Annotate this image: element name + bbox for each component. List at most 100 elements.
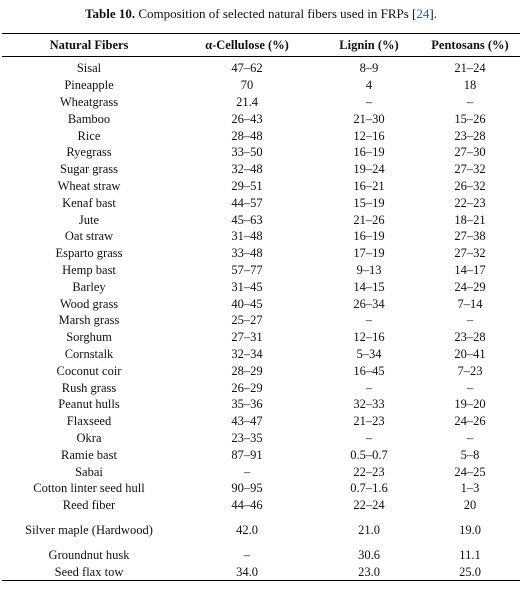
- pentosans-cell: 19.0: [459, 523, 481, 538]
- alpha-cellulose-cell: 31–48: [231, 229, 263, 244]
- pentosans-cell: 22–23: [454, 195, 486, 210]
- caption-text: Composition of selected natural fibers u…: [138, 6, 409, 21]
- fiber-name-cell: Peanut hulls: [58, 397, 120, 412]
- composition-table: Natural Fibers α-Cellulose (%) Lignin (%…: [2, 33, 520, 581]
- header-lignin: Lignin (%): [339, 37, 399, 52]
- fiber-name-cell: Kenaf bast: [62, 195, 116, 210]
- lignin-cell: 16–45: [353, 363, 385, 378]
- fiber-name-cell: Sorghum: [66, 330, 112, 345]
- pentosans-cell: 20–41: [454, 346, 486, 361]
- pentosans-cell: 20: [463, 498, 477, 513]
- alpha-cellulose-cell: 25–27: [231, 313, 263, 328]
- table-row: Hemp bast 57–77 9–13 14–17: [2, 262, 520, 279]
- alpha-cellulose-cell: 26–43: [231, 111, 263, 126]
- alpha-cellulose-cell: 31–45: [231, 279, 263, 294]
- alpha-cellulose-cell: 45–63: [231, 212, 263, 227]
- table-caption: Table 10. Composition of selected natura…: [0, 6, 522, 22]
- table-row: Rice 28–48 12–16 23–28: [2, 127, 520, 144]
- fiber-name-cell: Wood grass: [59, 296, 119, 311]
- lignin-cell: 16–21: [353, 178, 385, 193]
- table-row: Wheat straw 29–51 16–21 26–32: [2, 178, 520, 195]
- lignin-cell: 30.6: [358, 547, 380, 562]
- pentosans-cell: 11.1: [459, 547, 481, 562]
- table-row: Barley 31–45 14–15 24–29: [2, 278, 520, 295]
- lignin-cell: 23.0: [358, 564, 380, 579]
- caption-label: Table 10.: [85, 6, 136, 21]
- alpha-cellulose-cell: 35–36: [231, 397, 263, 412]
- pentosans-cell: 19–20: [454, 397, 486, 412]
- alpha-cellulose-cell: 33–48: [231, 246, 263, 261]
- table-row: Reed fiber 44–46 22–24 20: [2, 497, 520, 514]
- caption-reference-link[interactable]: 24: [416, 6, 430, 21]
- lignin-cell: –: [365, 313, 373, 328]
- pentosans-cell: 24–26: [454, 414, 486, 429]
- lignin-cell: 15–19: [353, 195, 385, 210]
- pentosans-cell: –: [466, 313, 474, 328]
- pentosans-cell: 7–23: [457, 363, 483, 378]
- table-header: Natural Fibers α-Cellulose (%) Lignin (%…: [2, 33, 520, 57]
- table-row: Bamboo 26–43 21–30 15–26: [2, 110, 520, 127]
- alpha-cellulose-cell: 44–57: [231, 195, 263, 210]
- pentosans-cell: 18: [463, 78, 477, 93]
- pentosans-cell: –: [466, 380, 474, 395]
- lignin-cell: –: [365, 94, 373, 109]
- pentosans-cell: 27–38: [454, 229, 486, 244]
- pentosans-cell: 24–25: [454, 464, 486, 479]
- table-row: Wheatgrass 21.4 – –: [2, 94, 520, 111]
- lignin-cell: 19–24: [353, 162, 385, 177]
- pentosans-cell: 18–21: [454, 212, 486, 227]
- pentosans-cell: 26–32: [454, 178, 486, 193]
- fiber-name-cell: Sabai: [75, 464, 103, 479]
- table-row: Groundnut husk – 30.6 11.1: [2, 547, 520, 564]
- lignin-cell: 22–23: [353, 464, 385, 479]
- pentosans-cell: 23–28: [454, 330, 486, 345]
- fiber-name-cell: Pineapple: [64, 78, 114, 93]
- lignin-cell: 0.5–0.7: [350, 447, 388, 462]
- pentosans-cell: 1–3: [460, 481, 480, 496]
- table-row: Sisal 47–62 8–9 21–24: [2, 57, 520, 77]
- fiber-name-cell: Rush grass: [61, 380, 117, 395]
- table-row: Flaxseed 43–47 21–23 24–26: [2, 413, 520, 430]
- table-row: Wood grass 40–45 26–34 7–14: [2, 295, 520, 312]
- fiber-name-cell: Marsh grass: [58, 313, 120, 328]
- lignin-cell: 21–23: [353, 414, 385, 429]
- pentosans-cell: 23–28: [454, 128, 486, 143]
- alpha-cellulose-cell: 21.4: [236, 94, 258, 109]
- lignin-cell: –: [365, 380, 373, 395]
- table-row: Rush grass 26–29 – –: [2, 379, 520, 396]
- alpha-cellulose-cell: 47–62: [231, 61, 263, 76]
- fiber-name-cell: Ramie bast: [61, 447, 117, 462]
- lignin-cell: –: [365, 430, 373, 445]
- caption-ref-open: [: [412, 6, 417, 21]
- alpha-cellulose-cell: 28–29: [231, 363, 263, 378]
- table-body: Sisal 47–62 8–9 21–24 Pineapple 70 4 18 Wheatgra…: [2, 57, 520, 581]
- lignin-cell: 14–15: [353, 279, 385, 294]
- pentosans-cell: 7–14: [457, 296, 483, 311]
- lignin-cell: 21–26: [353, 212, 385, 227]
- fiber-name-cell: Jute: [78, 212, 100, 227]
- alpha-cellulose-cell: 70: [240, 78, 254, 93]
- table-row: Okra 23–35 – –: [2, 430, 520, 447]
- lignin-cell: 12–16: [353, 128, 385, 143]
- table-row: Sabai – 22–23 24–25: [2, 463, 520, 480]
- header-alpha-cellulose: α-Cellulose (%): [205, 37, 289, 52]
- pentosans-cell: 27–30: [454, 145, 486, 160]
- alpha-cellulose-cell: 57–77: [231, 262, 263, 277]
- table-row: Sugar grass 32–48 19–24 27–32: [2, 161, 520, 178]
- lignin-cell: 26–34: [353, 296, 385, 311]
- fiber-name-cell: Seed flax tow: [54, 564, 124, 579]
- fiber-name-cell: Bamboo: [67, 111, 111, 126]
- pentosans-cell: 27–32: [454, 246, 486, 261]
- alpha-cellulose-cell: 43–47: [231, 414, 263, 429]
- table-row: Esparto grass 33–48 17–19 27–32: [2, 245, 520, 262]
- table-row: Pineapple 70 4 18: [2, 77, 520, 94]
- fiber-name-cell: Hemp bast: [62, 262, 116, 277]
- lignin-cell: 32–33: [353, 397, 385, 412]
- table-row: Cornstalk 32–34 5–34 20–41: [2, 346, 520, 363]
- table-row: Coconut coir 28–29 16–45 7–23: [2, 362, 520, 379]
- alpha-cellulose-cell: 42.0: [236, 523, 258, 538]
- lignin-cell: 12–16: [353, 330, 385, 345]
- pentosans-cell: –: [466, 430, 474, 445]
- lignin-cell: 22–24: [353, 498, 385, 513]
- lignin-cell: 8–9: [359, 61, 379, 76]
